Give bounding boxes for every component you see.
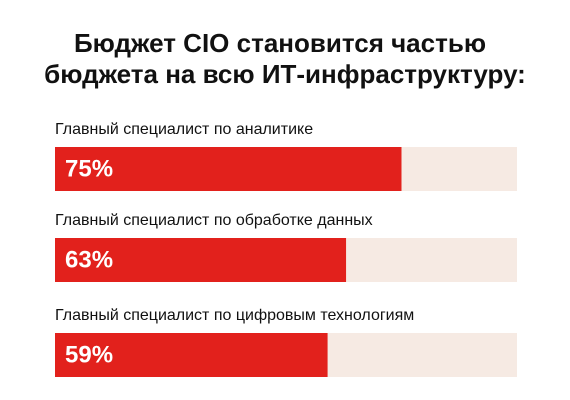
value-label: 75% [65, 155, 113, 182]
bar [55, 333, 328, 377]
category-label: Главный специалист по обработке данных [55, 212, 373, 229]
chart-title: бюджета на всю ИТ-инфраструктуру: [44, 59, 526, 89]
chart-title: Бюджет CIO становится частью [74, 28, 486, 58]
value-label: 63% [65, 246, 113, 273]
bar [55, 147, 402, 191]
bar [55, 238, 347, 282]
category-label: Главный специалист по аналитике [55, 121, 313, 138]
value-label: 59% [65, 341, 113, 368]
category-label: Главный специалист по цифровым технологи… [55, 307, 414, 324]
